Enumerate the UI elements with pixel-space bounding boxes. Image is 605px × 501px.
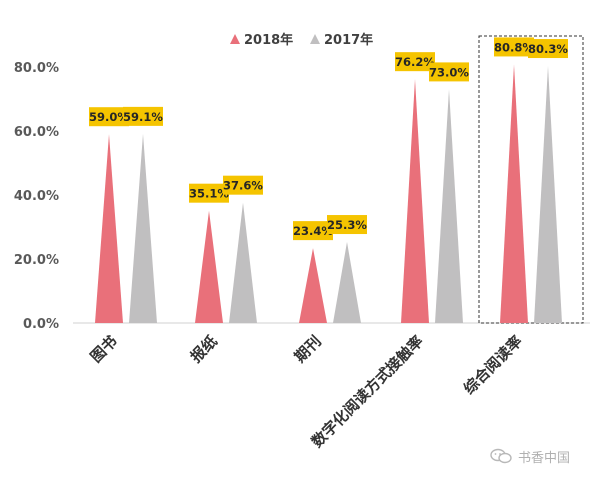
plot-area [95,64,562,324]
data-label-text: 23.4% [293,224,333,238]
legend-item: 2018年 [230,32,293,48]
data-labels: 59.0% 35.1% 23.4% 76.2% 80.8% 59.1% 37.6% 25.3%… [89,37,568,241]
legend-marker [230,34,240,44]
watermark-text: 书香中国 [518,450,571,466]
data-label-box [293,221,333,241]
data-label: 80.3% [528,39,568,59]
data-label-box [395,52,435,72]
mark-series-1-cat-3 [435,89,463,324]
highlight-box [478,35,584,324]
x-tick-label: 期刊 [291,332,325,366]
data-label-box [223,175,263,195]
data-label-text: 76.2% [395,55,435,69]
x-tick-label: 综合阅读率 [460,332,526,398]
legend: 2018年 2017年 [230,32,373,48]
wechat-icon [490,448,512,464]
data-label: 25.3% [327,215,367,235]
data-label-box [528,39,568,59]
mark-series-1-cat-0 [129,133,157,323]
data-label: 59.1% [123,106,163,126]
y-tick-label: 0.0% [23,317,59,332]
legend-label: 2017年 [324,32,373,48]
legend-label: 2018年 [244,32,293,48]
x-tick-label: 数字化阅读方式接触率 [308,332,427,451]
x-tick-label: 图书 [87,332,121,366]
mark-series-0-cat-0 [95,134,123,323]
data-label: 59.0% [89,107,129,127]
mark-series-1-cat-4 [534,66,562,323]
y-axis: 0.0% 20.0% 40.0% 60.0% 80.0% [14,61,59,332]
data-label-box [429,62,469,82]
data-label-text: 37.6% [223,179,263,193]
data-label-box [123,106,163,126]
data-label-text: 25.3% [327,218,367,232]
mark-series-0-cat-3 [401,79,429,323]
data-label-text: 35.1% [189,187,229,201]
data-label: 23.4% [293,221,333,241]
data-label-text: 80.3% [528,42,568,56]
y-tick-label: 60.0% [14,125,59,140]
y-tick-label: 40.0% [14,189,59,204]
data-label-box [494,37,534,57]
data-label-box [89,107,129,127]
data-label-text: 80.8% [494,40,534,54]
mark-series-0-cat-1 [195,210,223,323]
data-label-text: 59.1% [123,110,163,124]
data-label: 80.8% [494,37,534,57]
mark-series-0-cat-4 [500,64,528,323]
watermark: 书香中国 [490,444,570,468]
data-label: 35.1% [189,183,229,203]
data-label-box [327,215,367,235]
data-label-text: 59.0% [89,110,129,124]
x-tick-label: 报纸 [187,332,221,366]
mark-series-1-cat-1 [229,202,257,323]
legend-item: 2017年 [310,32,373,48]
data-label: 76.2% [395,52,435,72]
mark-series-1-cat-2 [333,242,361,323]
legend-marker [310,34,320,44]
data-label-text: 73.0% [429,65,469,79]
data-label: 73.0% [429,62,469,82]
data-label-box [189,183,229,203]
y-tick-label: 80.0% [14,61,59,76]
mark-series-0-cat-2 [299,248,327,323]
y-tick-label: 20.0% [14,253,59,268]
data-label: 37.6% [223,175,263,195]
